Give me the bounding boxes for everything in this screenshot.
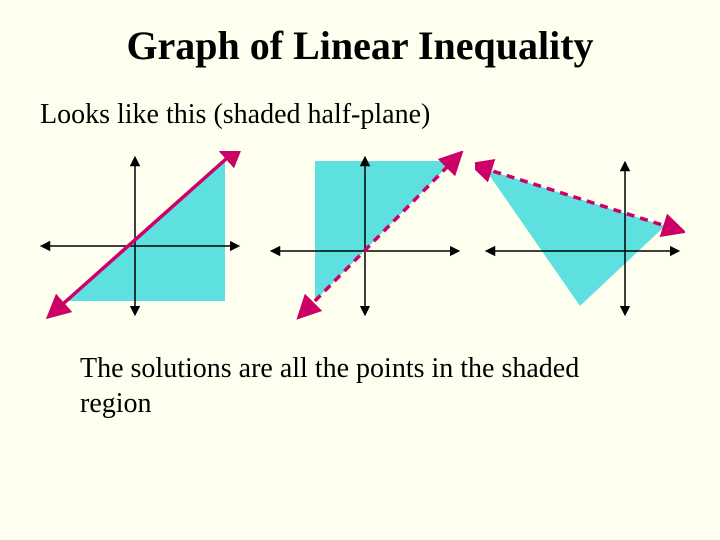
graphs-row bbox=[0, 131, 720, 331]
graph-1 bbox=[35, 151, 245, 321]
page-title: Graph of Linear Inequality bbox=[0, 0, 720, 69]
graph-3 bbox=[475, 151, 685, 321]
bottom-text: The solutions are all the points in the … bbox=[0, 331, 720, 421]
subtitle: Looks like this (shaded half-plane) bbox=[0, 69, 720, 131]
shaded-region bbox=[485, 169, 665, 306]
graph-2 bbox=[255, 151, 465, 321]
